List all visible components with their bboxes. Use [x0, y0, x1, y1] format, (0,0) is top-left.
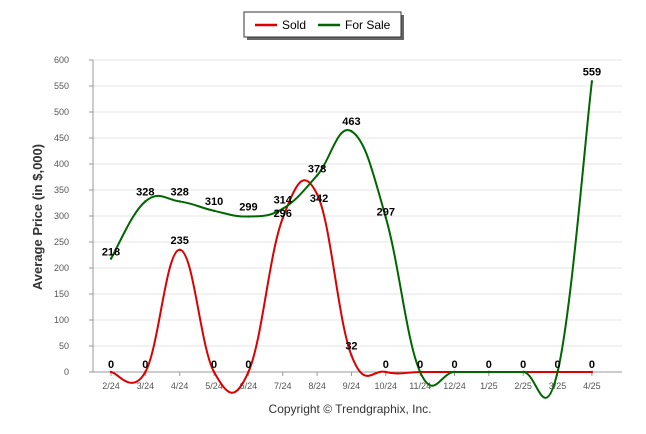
- point-sold: [178, 248, 181, 251]
- data-label-sold: 296: [274, 208, 292, 220]
- y-tick-label: 550: [54, 81, 69, 91]
- point-sold: [590, 370, 594, 374]
- y-axis-title: Average Price (in $,000): [30, 144, 45, 290]
- point-for-sale: [590, 80, 594, 83]
- point-for-sale: [556, 370, 559, 374]
- y-tick-label: 150: [54, 289, 69, 299]
- data-label-sold: 235: [171, 235, 189, 247]
- x-tick-label: 8/24: [308, 381, 326, 391]
- point-for-sale: [487, 370, 491, 374]
- grid: [93, 59, 622, 373]
- x-tick-label: 6/24: [240, 381, 258, 391]
- y-tick-label: 300: [54, 211, 69, 221]
- data-label-sold: 342: [310, 193, 328, 205]
- point-for-sale: [315, 174, 319, 177]
- data-label-sold: 32: [345, 340, 357, 352]
- data-label-for-sale: 559: [583, 66, 601, 78]
- y-tick-label: 200: [54, 263, 69, 273]
- point-for-sale: [247, 215, 250, 218]
- data-label-sold: 0: [245, 359, 251, 371]
- series-lines: [109, 80, 594, 399]
- data-label-for-sale: 328: [171, 186, 189, 198]
- data-label-for-sale: 314: [274, 195, 293, 207]
- point-sold: [247, 370, 250, 374]
- legend: Sold For Sale: [243, 11, 404, 40]
- data-label-for-sale: 378: [308, 163, 326, 175]
- y-tick-label: 50: [59, 341, 69, 351]
- copyright: Copyright © Trendgraphix, Inc.: [269, 402, 432, 416]
- point-for-sale: [144, 200, 147, 203]
- data-label-for-sale: 299: [239, 202, 257, 214]
- legend-label-for-sale: For Sale: [345, 18, 391, 32]
- y-tick-label: 500: [54, 107, 69, 117]
- point-sold: [109, 370, 113, 374]
- x-tick-label: 3/24: [137, 381, 155, 391]
- x-tick-label: 2/24: [102, 381, 120, 391]
- x-tick-label: 10/24: [375, 381, 398, 391]
- point-for-sale: [522, 370, 525, 374]
- data-label-sold: 0: [108, 359, 114, 371]
- point-for-sale: [350, 130, 353, 133]
- point-sold: [144, 370, 147, 374]
- data-label-sold: 0: [142, 359, 148, 371]
- y-tick-label: 250: [54, 237, 69, 247]
- point-for-sale: [384, 216, 387, 219]
- y-tick-label: 350: [54, 185, 69, 195]
- data-label-sold: 0: [417, 359, 423, 371]
- data-label-for-sale: 310: [205, 196, 223, 208]
- data-label-for-sale: 218: [102, 247, 120, 259]
- x-tick-label: 12/24: [443, 381, 466, 391]
- point-for-sale: [418, 370, 422, 374]
- data-label-sold: 0: [554, 359, 560, 371]
- x-tick-label: 3/25: [549, 381, 567, 391]
- data-label-sold: 0: [211, 359, 217, 371]
- point-sold: [384, 370, 387, 374]
- x-tick-label: 4/25: [583, 381, 601, 391]
- legend-label-sold: Sold: [282, 18, 306, 32]
- x-tick-label: 7/24: [274, 381, 292, 391]
- point-sold: [315, 192, 319, 196]
- data-label-for-sale: 297: [377, 207, 395, 219]
- y-tick-label: 600: [54, 55, 69, 65]
- y-tick-label: 400: [54, 159, 69, 169]
- point-for-sale: [212, 209, 216, 212]
- y-tick-label: 100: [54, 315, 69, 325]
- line-for-sale: [110, 81, 593, 399]
- x-tick-label: 11/24: [409, 381, 431, 391]
- x-tick-label: 2/25: [514, 381, 532, 391]
- data-label-sold: 0: [451, 359, 457, 371]
- x-tick-label: 1/25: [480, 381, 498, 391]
- point-for-sale: [281, 207, 284, 210]
- point-for-sale: [178, 200, 181, 203]
- point-sold: [281, 216, 284, 220]
- data-label-sold: 0: [520, 359, 526, 371]
- x-tick-label: 9/24: [343, 381, 361, 391]
- data-label-sold: 0: [589, 359, 595, 371]
- axes: 0 50 100 150 200 250 300 350 400 450 500 550 600 2/24…: [54, 55, 622, 391]
- data-label-for-sale: 328: [136, 186, 154, 198]
- point-for-sale: [453, 370, 456, 374]
- data-label-sold: 0: [383, 359, 389, 371]
- data-label-for-sale: 463: [342, 116, 360, 128]
- data-label-sold: 0: [486, 359, 492, 371]
- data-labels: 0 0 235 0 0 296 342 32 0 0 0 0 0 0 0 218 328 328 310 299 314…: [102, 66, 601, 371]
- x-tick-label: 5/24: [205, 381, 223, 391]
- x-tick-label: 4/24: [171, 381, 189, 391]
- point-for-sale: [109, 257, 113, 260]
- point-sold: [350, 354, 353, 357]
- point-sold: [212, 370, 216, 374]
- y-tick-label: 0: [64, 367, 69, 377]
- y-tick-label: 450: [54, 133, 69, 143]
